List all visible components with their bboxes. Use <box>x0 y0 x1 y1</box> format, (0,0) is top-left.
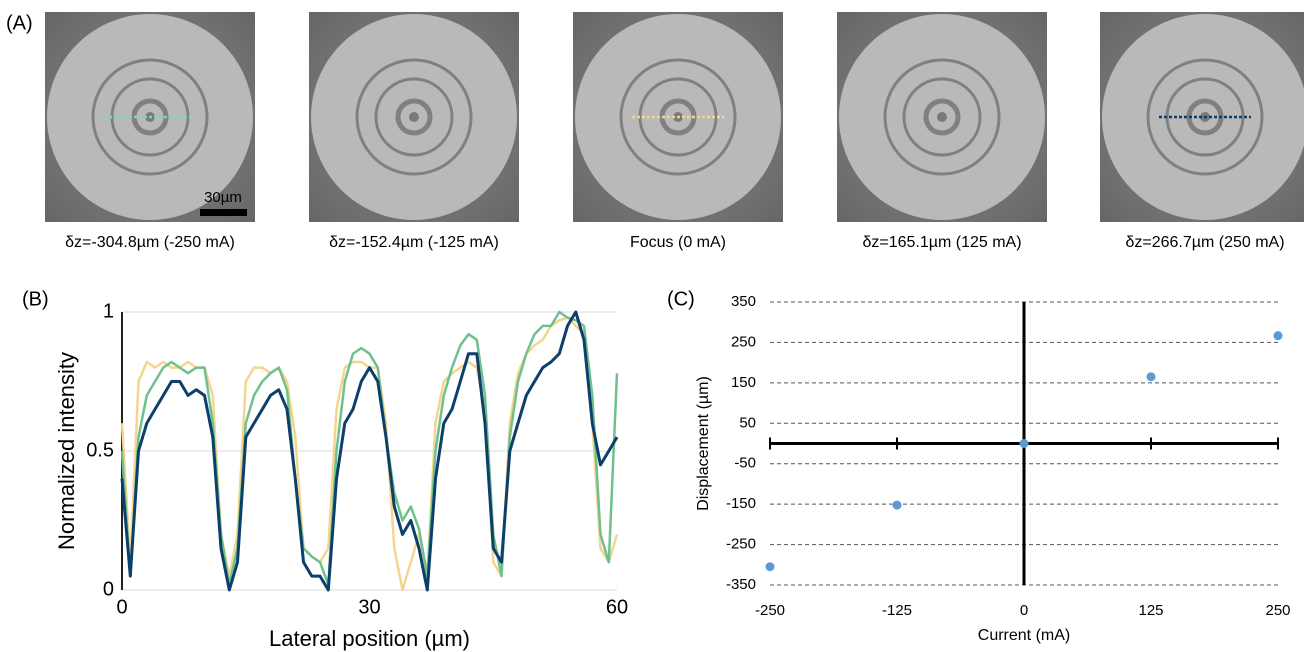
y-axis-label: Normalized intensity <box>54 352 79 550</box>
profile-line <box>120 310 619 592</box>
x-tick-label: 250 <box>1265 602 1290 619</box>
image-caption: Focus (0 mA) <box>630 234 726 251</box>
data-point <box>1146 372 1156 382</box>
x-tick-label: -250 <box>755 602 785 619</box>
profile-line <box>120 310 619 586</box>
data-point <box>892 500 902 510</box>
y-tick-label: 0.5 <box>86 439 114 461</box>
x-tick-label: -125 <box>882 602 912 619</box>
x-tick-label: 125 <box>1138 602 1163 619</box>
y-tick-label: 1 <box>103 300 114 322</box>
image-caption: δz=266.7µm (250 mA) <box>1125 234 1284 251</box>
x-tick-label: 0 <box>1020 602 1028 619</box>
image-caption: δz=-304.8µm (-250 mA) <box>65 234 235 251</box>
panel-label: (C) <box>667 288 695 310</box>
data-point <box>1019 439 1029 448</box>
y-tick-label: -50 <box>734 455 756 472</box>
y-tick-label: 150 <box>731 374 756 391</box>
x-tick-label: 60 <box>606 596 628 618</box>
profile-line <box>120 316 619 592</box>
scale-bar-label: 30µm <box>204 189 242 206</box>
ring <box>355 58 473 176</box>
y-axis-label: Displacement (µm) <box>695 376 712 511</box>
ring <box>1146 58 1264 176</box>
center-dot <box>937 112 947 122</box>
ring <box>374 77 454 157</box>
scale-bar <box>200 209 247 216</box>
panel-label: (B) <box>22 288 49 310</box>
y-tick-label: -250 <box>726 536 756 553</box>
ring <box>902 77 982 157</box>
x-axis-label: Current (mA) <box>978 627 1070 644</box>
y-tick-label: 250 <box>731 333 756 350</box>
ring <box>395 98 433 136</box>
x-axis-label: Lateral position (µm) <box>269 626 470 651</box>
y-tick-label: 350 <box>731 293 756 310</box>
y-tick-label: 0 <box>103 578 114 600</box>
ring <box>619 58 737 176</box>
y-tick-label: -350 <box>726 576 756 593</box>
ring <box>91 58 209 176</box>
ring <box>923 98 961 136</box>
image-caption: δz=165.1µm (125 mA) <box>862 234 1021 251</box>
data-point <box>765 562 775 572</box>
data-point <box>1273 331 1283 341</box>
y-tick-label: -150 <box>726 495 756 512</box>
ring <box>883 58 1001 176</box>
y-tick-label: 50 <box>739 414 756 431</box>
image-caption: δz=-152.4µm (-125 mA) <box>329 234 499 251</box>
x-tick-label: 30 <box>358 596 380 618</box>
x-tick-label: 0 <box>116 596 127 618</box>
panel-label: (A) <box>6 12 33 34</box>
center-dot <box>409 112 419 122</box>
